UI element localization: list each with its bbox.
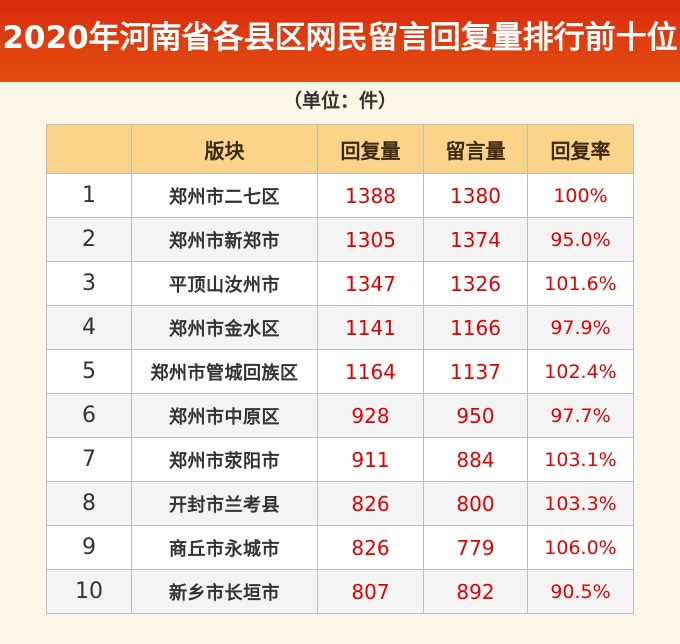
region-cell: 郑州市金水区 [131, 305, 318, 350]
table-header-row: 版块 回复量 留言量 回复率 [46, 124, 634, 174]
rate-cell: 102.4% [527, 349, 634, 394]
replies-cell: 826 [317, 481, 424, 526]
rank-cell: 9 [46, 525, 132, 570]
rate-cell: 101.6% [527, 261, 634, 306]
rank-cell: 8 [46, 481, 132, 526]
messages-cell: 779 [423, 525, 528, 570]
rank-cell: 4 [46, 305, 132, 350]
replies-cell: 826 [317, 525, 424, 570]
rank-cell: 10 [46, 569, 132, 614]
rate-cell: 103.3% [527, 481, 634, 526]
rank-cell: 3 [46, 261, 132, 306]
column-header-replies: 回复量 [317, 124, 424, 174]
messages-cell: 1137 [423, 349, 528, 394]
rate-cell: 90.5% [527, 569, 634, 614]
region-cell: 郑州市荥阳市 [131, 437, 318, 482]
rank-cell: 2 [46, 217, 132, 262]
table-row: 3 平顶山汝州市 1347 1326 101.6% [46, 261, 634, 306]
title-banner: 2020年河南省各县区网民留言回复量排行前十位 [0, 0, 680, 82]
page-title: 2020年河南省各县区网民留言回复量排行前十位 [2, 20, 678, 56]
table-row: 1 郑州市二七区 1388 1380 100% [46, 173, 634, 218]
messages-cell: 892 [423, 569, 528, 614]
rate-cell: 95.0% [527, 217, 634, 262]
unit-note: （单位：件） [282, 90, 397, 112]
rank-cell: 1 [46, 173, 132, 218]
table-row: 2 郑州市新郑市 1305 1374 95.0% [46, 217, 634, 262]
table-row: 6 郑州市中原区 928 950 97.7% [46, 393, 634, 438]
region-cell: 郑州市中原区 [131, 393, 318, 438]
ranking-table: 版块 回复量 留言量 回复率 1 郑州市二七区 1388 1380 100% 2… [46, 124, 634, 614]
rank-cell: 6 [46, 393, 132, 438]
messages-cell: 1380 [423, 173, 528, 218]
table-row: 8 开封市兰考县 826 800 103.3% [46, 481, 634, 526]
table-row: 9 商丘市永城市 826 779 106.0% [46, 525, 634, 570]
rate-cell: 97.9% [527, 305, 634, 350]
messages-cell: 950 [423, 393, 528, 438]
region-cell: 郑州市管城回族区 [131, 349, 318, 394]
replies-cell: 1347 [317, 261, 424, 306]
table-row: 10 新乡市长垣市 807 892 90.5% [46, 569, 634, 614]
region-cell: 郑州市二七区 [131, 173, 318, 218]
rank-cell: 5 [46, 349, 132, 394]
column-header-rate: 回复率 [527, 124, 634, 174]
rank-cell: 7 [46, 437, 132, 482]
replies-cell: 928 [317, 393, 424, 438]
messages-cell: 1326 [423, 261, 528, 306]
table-row: 5 郑州市管城回族区 1164 1137 102.4% [46, 349, 634, 394]
messages-cell: 884 [423, 437, 528, 482]
rate-cell: 97.7% [527, 393, 634, 438]
region-cell: 郑州市新郑市 [131, 217, 318, 262]
table-row: 7 郑州市荥阳市 911 884 103.1% [46, 437, 634, 482]
column-header-messages: 留言量 [423, 124, 528, 174]
replies-cell: 807 [317, 569, 424, 614]
rate-cell: 103.1% [527, 437, 634, 482]
replies-cell: 1141 [317, 305, 424, 350]
messages-cell: 800 [423, 481, 528, 526]
replies-cell: 1305 [317, 217, 424, 262]
replies-cell: 1388 [317, 173, 424, 218]
region-cell: 平顶山汝州市 [131, 261, 318, 306]
table-row: 4 郑州市金水区 1141 1166 97.9% [46, 305, 634, 350]
corner-cell [46, 124, 132, 174]
rate-cell: 106.0% [527, 525, 634, 570]
column-header-region: 版块 [131, 124, 318, 174]
messages-cell: 1166 [423, 305, 528, 350]
region-cell: 新乡市长垣市 [131, 569, 318, 614]
replies-cell: 1164 [317, 349, 424, 394]
replies-cell: 911 [317, 437, 424, 482]
messages-cell: 1374 [423, 217, 528, 262]
rate-cell: 100% [527, 173, 634, 218]
region-cell: 商丘市永城市 [131, 525, 318, 570]
region-cell: 开封市兰考县 [131, 481, 318, 526]
